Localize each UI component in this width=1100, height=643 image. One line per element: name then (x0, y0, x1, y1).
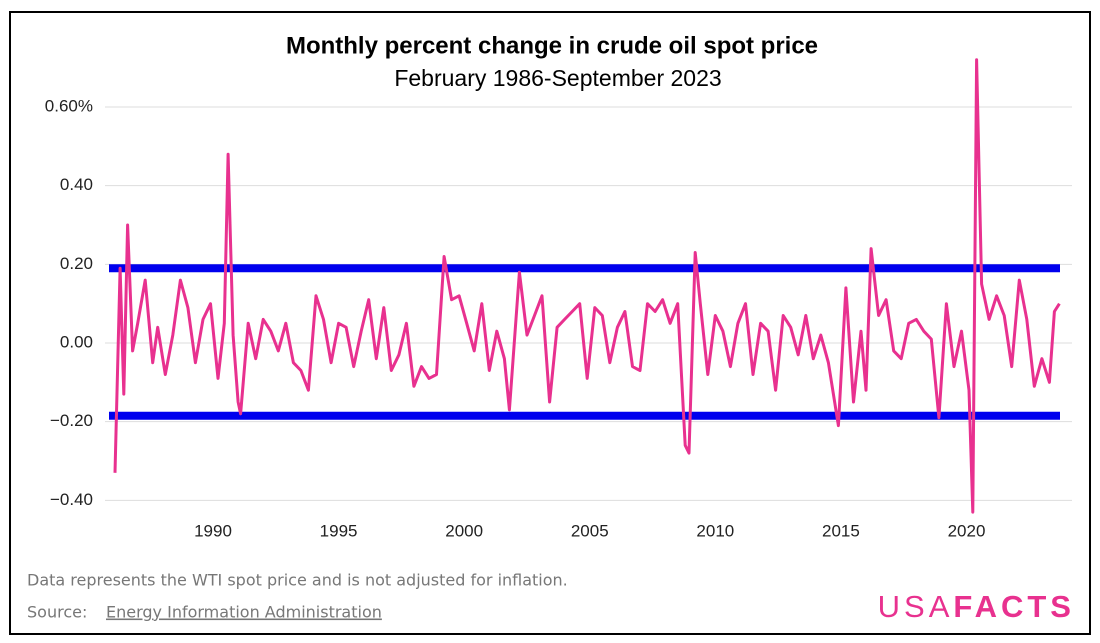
y-tick-label: 0.40 (60, 175, 93, 194)
chart-title: Monthly percent change in crude oil spot… (286, 32, 818, 59)
y-tick-label: 0.60% (45, 96, 93, 115)
y-tick-label: −0.20 (50, 411, 93, 430)
note: Data represents the WTI spot price and i… (27, 571, 568, 590)
x-tick-label: 2015 (822, 521, 860, 540)
logo-facts: FACTS (953, 589, 1075, 624)
source-label: Source: (27, 603, 87, 622)
x-tick-label: 2005 (571, 521, 609, 540)
source-link[interactable]: Energy Information Administration (106, 603, 382, 622)
chart-subtitle: February 1986-September 2023 (394, 65, 721, 91)
logo-usa: USA (878, 589, 954, 624)
x-tick-label: 2010 (696, 521, 734, 540)
x-tick-label: 1990 (194, 521, 232, 540)
x-tick-label: 2000 (445, 521, 483, 540)
frame (9, 11, 1091, 635)
y-tick-label: 0.20 (60, 254, 93, 273)
y-tick-label: −0.40 (50, 490, 93, 509)
series-line (113, 58, 1061, 514)
logo: USAFACTS (878, 589, 1075, 624)
x-tick-label: 2020 (948, 521, 986, 540)
x-tick-label: 1995 (320, 521, 358, 540)
y-tick-label: 0.00 (60, 332, 93, 351)
